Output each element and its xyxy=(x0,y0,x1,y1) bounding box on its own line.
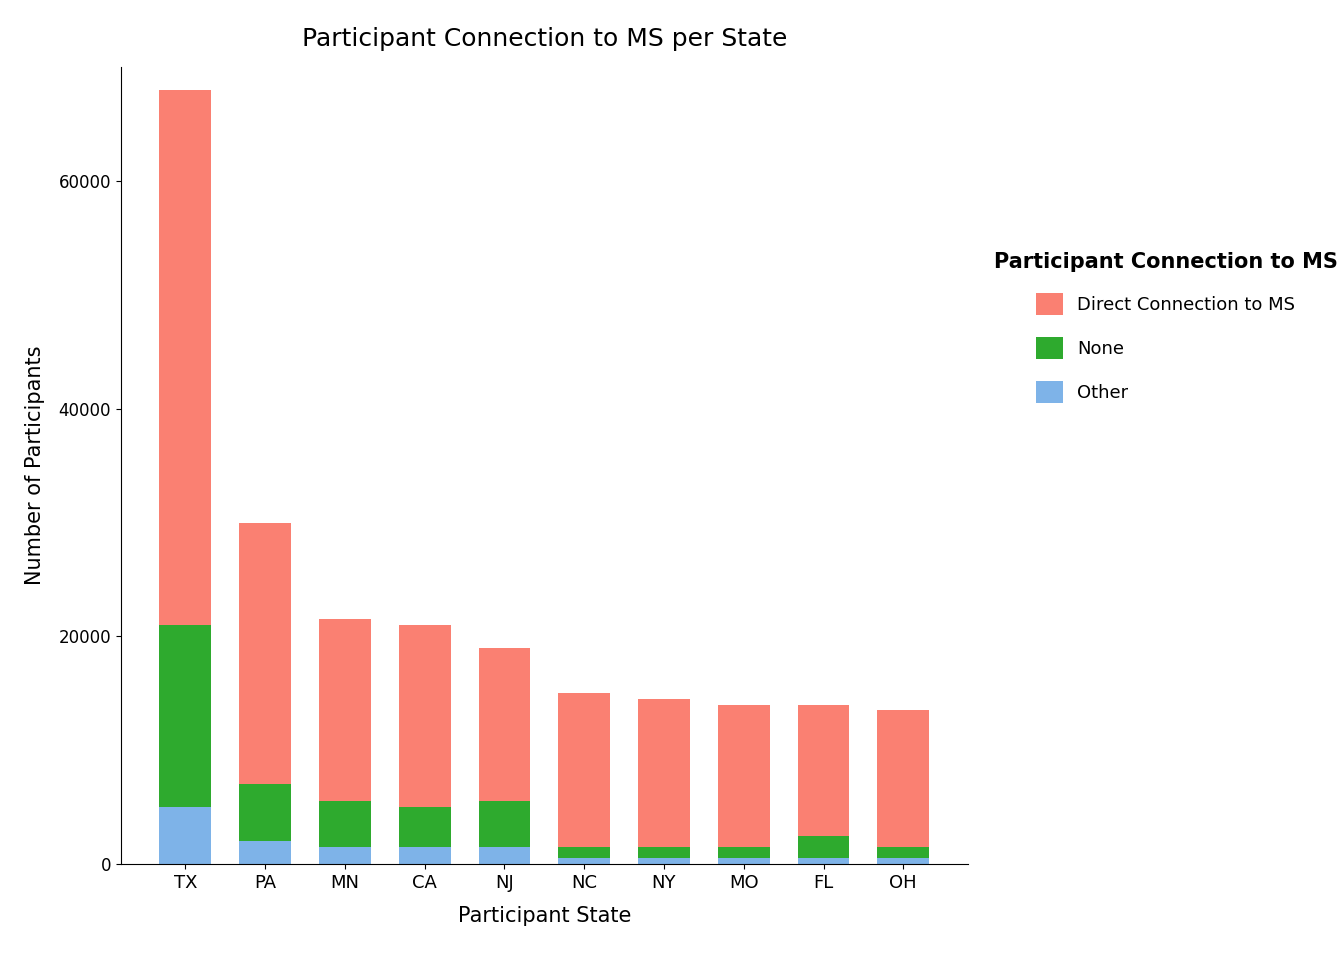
Bar xyxy=(160,807,211,864)
Bar xyxy=(638,858,689,864)
Bar xyxy=(797,705,849,835)
Bar xyxy=(160,625,211,807)
Bar xyxy=(797,835,849,858)
Bar xyxy=(239,522,292,784)
Bar xyxy=(319,847,371,864)
Bar xyxy=(319,619,371,802)
Bar xyxy=(878,710,929,847)
Bar xyxy=(638,847,689,858)
Bar xyxy=(878,847,929,858)
Bar xyxy=(399,807,450,847)
Bar xyxy=(399,625,450,807)
Bar xyxy=(878,858,929,864)
Bar xyxy=(558,858,610,864)
Bar xyxy=(160,90,211,625)
Bar xyxy=(718,847,770,858)
Bar xyxy=(558,847,610,858)
Bar xyxy=(718,858,770,864)
Bar xyxy=(478,802,531,847)
Bar xyxy=(239,841,292,864)
Title: Participant Connection to MS per State: Participant Connection to MS per State xyxy=(301,28,788,52)
Bar xyxy=(638,699,689,847)
Y-axis label: Number of Participants: Number of Participants xyxy=(24,346,44,586)
Bar xyxy=(478,648,531,802)
Bar xyxy=(558,693,610,847)
Bar xyxy=(399,847,450,864)
Bar xyxy=(478,847,531,864)
X-axis label: Participant State: Participant State xyxy=(458,905,630,925)
Bar xyxy=(239,784,292,841)
Bar xyxy=(797,858,849,864)
Bar xyxy=(319,802,371,847)
Legend: Direct Connection to MS, None, Other: Direct Connection to MS, None, Other xyxy=(993,252,1337,402)
Bar xyxy=(718,705,770,847)
